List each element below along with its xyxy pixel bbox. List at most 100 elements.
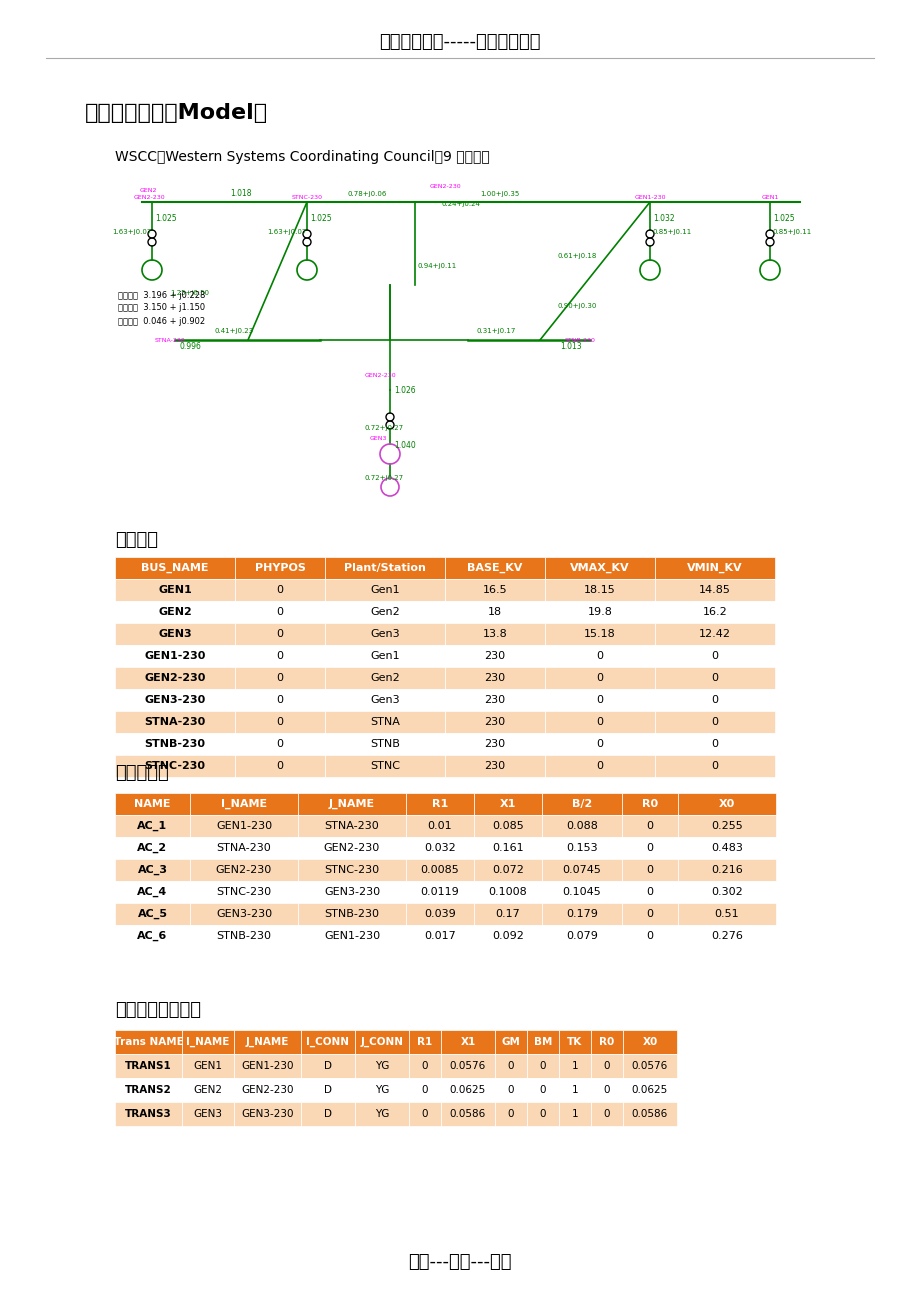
Text: 0.72+j0.27: 0.72+j0.27 xyxy=(365,424,403,431)
Text: AC_2: AC_2 xyxy=(137,842,167,853)
FancyBboxPatch shape xyxy=(355,1101,409,1126)
Text: TRANS1: TRANS1 xyxy=(125,1061,172,1072)
Text: GEN2-230: GEN2-230 xyxy=(365,372,396,378)
FancyBboxPatch shape xyxy=(544,602,654,622)
FancyBboxPatch shape xyxy=(115,579,234,602)
FancyBboxPatch shape xyxy=(324,689,445,711)
Text: 1.040: 1.040 xyxy=(393,441,415,450)
Text: 0.179: 0.179 xyxy=(565,909,597,919)
Text: STNC-230: STNC-230 xyxy=(324,865,380,875)
FancyBboxPatch shape xyxy=(182,1055,233,1078)
Text: 0: 0 xyxy=(421,1109,427,1118)
FancyBboxPatch shape xyxy=(527,1078,559,1101)
FancyBboxPatch shape xyxy=(233,1055,301,1078)
Text: STNA-230: STNA-230 xyxy=(144,717,206,727)
Text: 0.0586: 0.0586 xyxy=(449,1109,485,1118)
Text: 0: 0 xyxy=(277,740,283,749)
Text: GEN3: GEN3 xyxy=(158,629,191,639)
FancyBboxPatch shape xyxy=(233,1078,301,1101)
FancyBboxPatch shape xyxy=(654,755,774,777)
Text: 0.0119: 0.0119 xyxy=(420,887,459,897)
FancyBboxPatch shape xyxy=(621,859,677,881)
Text: GEN2: GEN2 xyxy=(140,187,157,193)
FancyBboxPatch shape xyxy=(445,733,544,755)
FancyBboxPatch shape xyxy=(473,815,541,837)
Text: 0: 0 xyxy=(596,760,603,771)
FancyBboxPatch shape xyxy=(324,733,445,755)
Text: 1.25+j0.50: 1.25+j0.50 xyxy=(170,290,209,296)
Text: 专心---专注---专业: 专心---专注---专业 xyxy=(408,1253,511,1271)
Text: 0.216: 0.216 xyxy=(710,865,742,875)
FancyBboxPatch shape xyxy=(544,667,654,689)
FancyBboxPatch shape xyxy=(440,1030,494,1055)
FancyBboxPatch shape xyxy=(622,1078,676,1101)
Text: PHYPOS: PHYPOS xyxy=(255,562,305,573)
FancyBboxPatch shape xyxy=(473,837,541,859)
FancyBboxPatch shape xyxy=(677,924,775,947)
Text: 19.8: 19.8 xyxy=(587,607,612,617)
FancyBboxPatch shape xyxy=(409,1055,440,1078)
FancyBboxPatch shape xyxy=(324,622,445,644)
Text: 0: 0 xyxy=(277,695,283,704)
Text: GEN2: GEN2 xyxy=(158,607,192,617)
FancyBboxPatch shape xyxy=(405,837,473,859)
Text: AC_4: AC_4 xyxy=(137,887,167,897)
Text: 0.255: 0.255 xyxy=(710,822,742,831)
Text: 0.996: 0.996 xyxy=(180,342,201,352)
Text: 0.51: 0.51 xyxy=(714,909,739,919)
Text: 230: 230 xyxy=(484,673,505,684)
Text: 0.17: 0.17 xyxy=(495,909,520,919)
Text: 1.00+j0.35: 1.00+j0.35 xyxy=(480,191,518,197)
Text: 0: 0 xyxy=(646,842,652,853)
Text: GEN2-230: GEN2-230 xyxy=(241,1085,293,1095)
Text: 0: 0 xyxy=(277,607,283,617)
Text: STNB-230: STNB-230 xyxy=(324,909,380,919)
FancyBboxPatch shape xyxy=(298,904,405,924)
FancyBboxPatch shape xyxy=(621,904,677,924)
FancyBboxPatch shape xyxy=(445,689,544,711)
Text: GEN1-230: GEN1-230 xyxy=(241,1061,293,1072)
FancyBboxPatch shape xyxy=(654,711,774,733)
Text: STNB-230: STNB-230 xyxy=(144,740,205,749)
FancyBboxPatch shape xyxy=(115,815,190,837)
Text: GEN3: GEN3 xyxy=(369,436,387,441)
FancyBboxPatch shape xyxy=(190,815,298,837)
Text: 0.092: 0.092 xyxy=(492,931,523,941)
Text: 1.025: 1.025 xyxy=(772,214,794,223)
Text: YG: YG xyxy=(374,1109,389,1118)
Text: X0: X0 xyxy=(641,1036,657,1047)
Text: 0: 0 xyxy=(646,865,652,875)
FancyBboxPatch shape xyxy=(541,881,621,904)
Text: 0.78+j0.06: 0.78+j0.06 xyxy=(347,191,387,197)
Text: GEN2-230: GEN2-230 xyxy=(144,673,206,684)
Text: 总负荷：  3.150 + j1.150: 总负荷： 3.150 + j1.150 xyxy=(118,303,205,312)
FancyBboxPatch shape xyxy=(298,859,405,881)
Text: R1: R1 xyxy=(417,1036,432,1047)
Text: STNA-230: STNA-230 xyxy=(216,842,271,853)
Text: GEN3: GEN3 xyxy=(193,1109,222,1118)
FancyBboxPatch shape xyxy=(473,859,541,881)
Text: 0.0085: 0.0085 xyxy=(420,865,459,875)
FancyBboxPatch shape xyxy=(677,793,775,815)
Text: D: D xyxy=(323,1109,332,1118)
FancyBboxPatch shape xyxy=(622,1055,676,1078)
FancyBboxPatch shape xyxy=(544,733,654,755)
Text: 0.72+j0.27: 0.72+j0.27 xyxy=(365,475,403,480)
FancyBboxPatch shape xyxy=(409,1101,440,1126)
Text: I_NAME: I_NAME xyxy=(221,799,267,809)
FancyBboxPatch shape xyxy=(621,837,677,859)
Text: 0: 0 xyxy=(277,673,283,684)
Text: 0.017: 0.017 xyxy=(424,931,456,941)
FancyBboxPatch shape xyxy=(115,644,234,667)
Text: 0: 0 xyxy=(646,909,652,919)
Text: 0.0745: 0.0745 xyxy=(562,865,601,875)
Text: 0: 0 xyxy=(539,1061,546,1072)
Text: 0.088: 0.088 xyxy=(565,822,597,831)
Text: 0: 0 xyxy=(596,673,603,684)
FancyBboxPatch shape xyxy=(440,1078,494,1101)
FancyBboxPatch shape xyxy=(445,667,544,689)
FancyBboxPatch shape xyxy=(115,622,234,644)
Text: 0.01: 0.01 xyxy=(427,822,452,831)
Text: BASE_KV: BASE_KV xyxy=(467,562,522,573)
Text: GM: GM xyxy=(501,1036,520,1047)
